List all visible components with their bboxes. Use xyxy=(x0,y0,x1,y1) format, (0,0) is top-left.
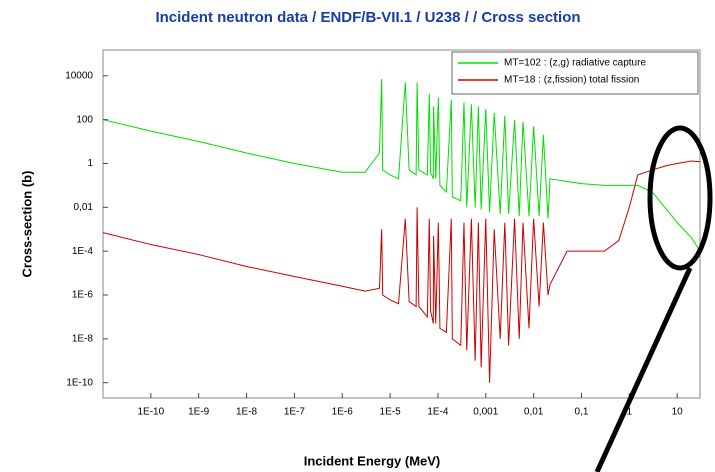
series-line xyxy=(103,79,700,252)
plot-lines xyxy=(103,79,700,383)
x-tick-label: 0,1 xyxy=(575,407,589,418)
y-tick-label: 1E-10 xyxy=(66,377,93,388)
x-tick-label: 1E-7 xyxy=(284,407,306,418)
x-tick-label: 1E-6 xyxy=(332,407,354,418)
x-axis-label: Incident Energy (MeV) xyxy=(304,453,441,468)
y-tick-label: 1E-6 xyxy=(72,290,94,301)
x-tick-label: 1E-9 xyxy=(188,407,210,418)
y-tick-label: 100 xyxy=(76,114,93,125)
legend xyxy=(451,51,699,95)
x-tick-label: 0,001 xyxy=(473,407,498,418)
x-tick-label: 10 xyxy=(672,407,684,418)
chart-title: Incident neutron data / ENDF/B-VII.1 / U… xyxy=(155,9,580,26)
y-tick-label: 0,01 xyxy=(74,202,94,213)
x-tick-label: 1 xyxy=(627,407,633,418)
y-tick-label: 1 xyxy=(87,158,93,169)
series-line xyxy=(103,160,700,383)
y-tick-label: 10000 xyxy=(65,70,93,81)
legend-label: MT=102 : (z,g) radiative capture xyxy=(504,58,646,69)
x-tick-label: 1E-5 xyxy=(380,407,402,418)
plot-area xyxy=(102,49,701,399)
x-tick-label: 1E-4 xyxy=(427,407,449,418)
y-tick-label: 1E-4 xyxy=(72,246,94,257)
legend-label: MT=18 : (z,fission) total fission xyxy=(504,75,639,86)
annotation-ellipse xyxy=(647,125,713,271)
x-tick-label: 1E-8 xyxy=(236,407,258,418)
y-tick-label: 1E-8 xyxy=(72,333,94,344)
x-tick-label: 0,01 xyxy=(524,407,544,418)
y-axis-label: Cross-section (b) xyxy=(19,171,34,278)
annotation-pointer xyxy=(594,266,693,472)
x-tick-label: 1E-10 xyxy=(138,407,165,418)
